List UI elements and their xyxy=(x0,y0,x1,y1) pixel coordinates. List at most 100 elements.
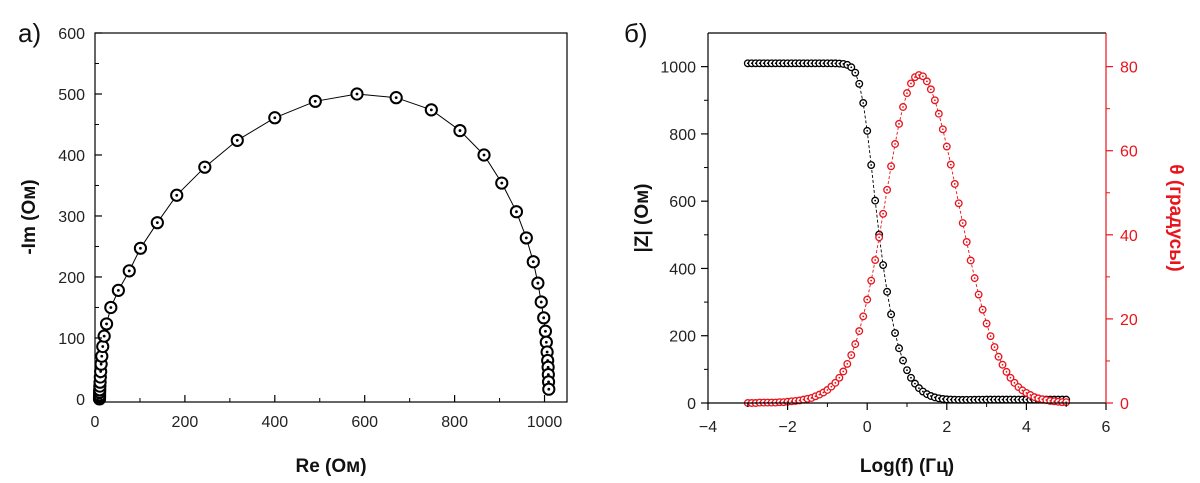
a-data-point-center xyxy=(355,92,359,96)
b-phase-point-center xyxy=(945,145,948,148)
b-x-tick-label: 6 xyxy=(1102,419,1111,436)
b-impedance-point-center xyxy=(882,264,885,266)
b-phase-point-center xyxy=(941,128,944,131)
b-x-tick-label: −2 xyxy=(778,419,796,436)
b-phase-point-center xyxy=(997,355,1000,358)
b-impedance-point-center xyxy=(906,369,908,372)
b-impedance-point-center xyxy=(854,71,857,74)
b-phase-point-center xyxy=(886,188,888,191)
a-data-point-center xyxy=(542,316,546,320)
b-impedance-point-center xyxy=(862,102,865,104)
b-impedance-point-center xyxy=(866,129,869,132)
a-data-point-center xyxy=(109,306,113,309)
panel-a-series-markers xyxy=(92,87,556,406)
panel-b-x-ticks: −4 −2 0 2 4 6 xyxy=(699,403,1111,436)
panel-b-label: б) xyxy=(624,18,648,48)
a-y-tick-label: 100 xyxy=(58,331,85,348)
a-data-point-center xyxy=(524,236,528,240)
b-impedance-line xyxy=(747,62,1067,401)
b-right-y-tick-label: 80 xyxy=(1120,60,1138,77)
a-data-point-center xyxy=(544,329,547,333)
b-phase-point-center xyxy=(874,259,877,261)
a-data-point-center xyxy=(531,260,535,264)
b-phase-point-center xyxy=(822,391,825,394)
b-phase-point-center xyxy=(862,315,865,318)
panel-a-label: а) xyxy=(18,18,41,48)
a-data-point-center xyxy=(116,288,120,292)
panel-b-phase-series xyxy=(743,71,1071,407)
b-phase-point-center xyxy=(989,335,992,338)
b-phase-line xyxy=(747,74,1067,404)
b-phase-point-center xyxy=(878,236,881,239)
b-phase-point-center xyxy=(965,241,968,243)
b-impedance-point-center xyxy=(898,347,900,350)
b-phase-point-center xyxy=(969,259,972,262)
panel-b-right-y-ticks: 0 20 40 60 80 xyxy=(1106,60,1138,413)
panel-a-y-ticks: 0 100 200 300 400 500 600 xyxy=(58,26,102,409)
b-phase-point-center xyxy=(922,75,924,78)
b-left-y-tick-label: 800 xyxy=(669,127,696,144)
a-y-tick-label: 300 xyxy=(58,209,85,226)
b-impedance-point-center xyxy=(870,164,873,166)
b-left-y-tick-label: 1000 xyxy=(660,60,696,77)
b-phase-point-center xyxy=(949,163,952,166)
a-data-point-center xyxy=(105,322,108,326)
a-y-tick-label: 400 xyxy=(58,148,85,165)
a-data-point-center xyxy=(546,373,550,376)
a-x-tick-label: 0 xyxy=(91,414,100,431)
b-phase-point-center xyxy=(926,80,928,83)
a-data-point-center xyxy=(235,138,239,142)
panel-b-x-axis-title: Log(f) (Гц) xyxy=(860,456,954,477)
a-data-point-center xyxy=(273,116,277,120)
b-phase-point-center xyxy=(1021,389,1024,392)
b-phase-point-center xyxy=(937,112,940,115)
b-impedance-point-center xyxy=(902,359,904,362)
a-y-tick-label: 200 xyxy=(58,270,85,287)
b-impedance-point-center xyxy=(886,290,888,293)
b-impedance-point-center xyxy=(874,199,877,202)
b-phase-point-center xyxy=(838,376,841,379)
b-phase-point-center xyxy=(850,354,853,356)
b-x-tick-label: −4 xyxy=(699,419,717,436)
b-phase-point-center xyxy=(830,385,833,388)
a-data-point-center xyxy=(127,269,131,273)
b-left-y-tick-label: 0 xyxy=(687,396,696,413)
a-x-tick-label: 1000 xyxy=(527,414,563,431)
b-phase-point-center xyxy=(977,293,980,296)
a-data-point-center xyxy=(545,350,549,354)
b-impedance-point-center xyxy=(894,332,896,334)
b-impedance-point-center xyxy=(918,387,920,389)
b-impedance-point-center xyxy=(922,390,924,393)
b-phase-point-center xyxy=(894,143,896,145)
a-data-point-center xyxy=(101,345,105,348)
b-phase-point-center xyxy=(961,222,964,224)
b-phase-point-center xyxy=(866,298,869,301)
a-data-point-center xyxy=(99,370,103,373)
b-phase-point-center xyxy=(993,346,996,348)
b-left-y-tick-label: 200 xyxy=(669,329,696,346)
a-data-point-center xyxy=(313,99,317,103)
a-data-point-center xyxy=(394,96,398,100)
a-data-point-center xyxy=(100,354,104,358)
b-x-tick-label: 2 xyxy=(942,419,951,436)
panel-b-left-y-ticks: 0 200 400 600 800 1000 xyxy=(660,60,708,413)
b-phase-point-center xyxy=(981,308,984,311)
a-data-point-center xyxy=(175,193,179,197)
b-phase-point-center xyxy=(985,322,988,325)
a-data-point-center xyxy=(547,387,551,391)
panel-a-x-ticks: 0 200 400 600 800 1000 xyxy=(91,395,563,431)
b-phase-point-center xyxy=(957,202,960,205)
b-phase-point-center xyxy=(846,362,849,365)
b-phase-point-center xyxy=(858,330,861,333)
b-right-y-tick-label: 0 xyxy=(1120,396,1129,413)
b-phase-point-center xyxy=(1017,386,1020,388)
a-data-point-center xyxy=(139,246,142,250)
b-x-tick-label: 0 xyxy=(863,419,872,436)
panel-b-impedance-series xyxy=(743,59,1071,404)
b-phase-point-center xyxy=(1013,381,1016,384)
a-data-point-center xyxy=(429,108,433,112)
b-phase-point-center xyxy=(854,343,857,346)
b-phase-point-center xyxy=(906,92,908,95)
